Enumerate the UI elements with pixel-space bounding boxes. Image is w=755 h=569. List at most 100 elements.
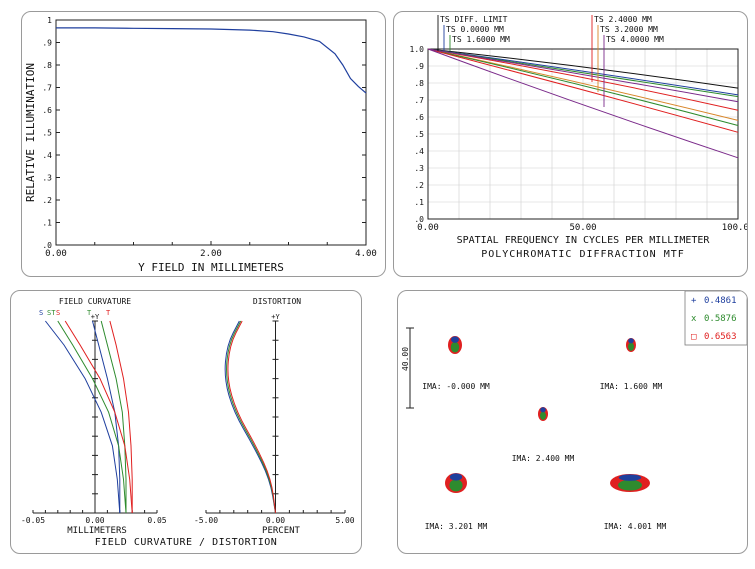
mtf-legend-label: TS 4.0000 MM bbox=[606, 35, 664, 44]
plot-frame bbox=[55, 19, 367, 246]
spot-4 bbox=[610, 474, 650, 492]
mtf-series-line bbox=[427, 48, 739, 89]
fc-series-line bbox=[64, 320, 133, 514]
y-tick-label: .3 bbox=[42, 174, 52, 183]
spot-blue-cap bbox=[628, 338, 634, 344]
mtf-series-line bbox=[427, 48, 739, 103]
relative-illumination-panel: .0 .1 .2 .3 .4 .5 .6 .7 .8 .9 1 0.00 2.00 4.00 Y FIELD… bbox=[21, 11, 386, 277]
spot-blue-cap bbox=[449, 473, 463, 481]
fc-series-line bbox=[100, 320, 127, 513]
dist-x-tick-label: 5.00 bbox=[335, 516, 354, 525]
spot-green-core bbox=[618, 479, 642, 491]
spot-0 bbox=[448, 336, 462, 354]
x-tick-label: 0.00 bbox=[417, 223, 439, 233]
fc-x-tick-label: 0.00 bbox=[85, 516, 104, 525]
y-tick-label: .2 bbox=[414, 181, 424, 190]
spot-label: IMA: -0.000 MM bbox=[422, 382, 490, 391]
dist-x-axis-label: PERCENT bbox=[262, 526, 301, 536]
spot-legend-box bbox=[684, 291, 747, 346]
fc-legend-letter: T bbox=[87, 309, 92, 317]
dist-x-tick-label: -5.00 bbox=[194, 516, 218, 525]
spot-diagram-panel: +0.4861 x 0.5876 □ 0.6563 40.00 IMA: -0.000 MM… bbox=[397, 290, 748, 554]
y-tick-label: .3 bbox=[414, 164, 424, 173]
spot-label: IMA: 3.201 MM bbox=[425, 522, 488, 531]
y-tick-label: .8 bbox=[414, 79, 424, 88]
y-axis-label: RELATIVE ILLUMINATION bbox=[24, 63, 37, 202]
fc-x-tick-label: -0.05 bbox=[21, 516, 45, 525]
mtf-legend-label: TS 2.4000 MM bbox=[594, 15, 652, 24]
mtf-legend-label: TS DIFF. LIMIT bbox=[440, 15, 508, 24]
spot-label: IMA: 1.600 MM bbox=[600, 382, 663, 391]
y-tick-label: .7 bbox=[414, 96, 424, 105]
mtf-panel: .0 .1 .2 .3 .4 .5 .6 .7 .8 .9 1.0 0.00 50.00 100.00 SP… bbox=[393, 11, 748, 277]
spot-label: IMA: 2.400 MM bbox=[512, 454, 575, 463]
spot-blue-cap bbox=[540, 407, 546, 413]
plot-frame bbox=[427, 48, 739, 220]
y-tick-label: .6 bbox=[42, 106, 52, 115]
mtf-series-line bbox=[427, 48, 739, 111]
fc-legend-letter: ST bbox=[47, 309, 56, 317]
spot-label: IMA: 4.001 MM bbox=[604, 522, 667, 531]
spot-legend-value: 0.6563 bbox=[704, 332, 737, 342]
x-tick-label: 0.00 bbox=[45, 249, 67, 259]
y-tick-label: .1 bbox=[414, 198, 424, 207]
mtf-series-line bbox=[427, 48, 739, 159]
relative-illumination-chart: .0 .1 .2 .3 .4 .5 .6 .7 .8 .9 1 0.00 2.00 4.00 Y FIELD… bbox=[24, 16, 377, 274]
mtf-series-line bbox=[427, 48, 739, 96]
y-tick-label: .0 bbox=[42, 241, 52, 250]
mtf-chart: .0 .1 .2 .3 .4 .5 .6 .7 .8 .9 1.0 0.00 50.00 100.00 SP… bbox=[410, 15, 747, 260]
mtf-series-line bbox=[427, 48, 739, 126]
fc-distortion-caption: FIELD CURVATURE / DISTORTION bbox=[95, 537, 278, 548]
x-axis-label: SPATIAL FREQUENCY IN CYCLES PER MILLIMET… bbox=[457, 235, 711, 246]
mtf-legend-label: TS 3.2000 MM bbox=[600, 25, 658, 34]
fc-series-line bbox=[57, 320, 127, 514]
x-tick-label: 4.00 bbox=[355, 249, 377, 259]
y-tick-label: .9 bbox=[42, 39, 52, 48]
spot-blue-cap bbox=[451, 336, 459, 343]
y-tick-label: .4 bbox=[42, 151, 52, 160]
spot-green-core bbox=[450, 341, 460, 353]
x-axis-label: Y FIELD IN MILLIMETERS bbox=[138, 261, 284, 274]
spot-1 bbox=[626, 338, 636, 352]
y-tick-label: 1 bbox=[47, 16, 52, 25]
y-tick-label: .0 bbox=[414, 215, 424, 224]
fc-legend-letter: T bbox=[106, 309, 111, 317]
fc-series-line bbox=[45, 320, 121, 514]
y-tick-label: 1.0 bbox=[410, 45, 425, 54]
spot-3 bbox=[445, 473, 467, 493]
spot-green-core bbox=[449, 479, 463, 492]
y-tick-label: .5 bbox=[42, 129, 52, 138]
y-tick-label: .2 bbox=[42, 196, 52, 205]
field-curvature-distortion-panel: FIELD CURVATURE DISTORTION S ST S T T +Y -0.05 0.… bbox=[10, 290, 362, 554]
dist-series-line bbox=[226, 320, 276, 514]
mtf-legend-label: TS 1.6000 MM bbox=[452, 35, 510, 44]
y-tick-label: .6 bbox=[414, 113, 424, 122]
spot-legend-symbol: + bbox=[691, 296, 697, 306]
y-tick-label: .1 bbox=[42, 219, 52, 228]
fc-series-line bbox=[109, 320, 133, 513]
mtf-series-line bbox=[427, 48, 739, 133]
spot-legend-value: 0.5876 bbox=[704, 314, 737, 324]
mtf-legend-label: TS 0.0000 MM bbox=[446, 25, 504, 34]
dist-series-line bbox=[224, 320, 276, 514]
y-tick-label: .5 bbox=[414, 130, 424, 139]
y-tick-label: .4 bbox=[414, 147, 424, 156]
x-tick-label: 50.00 bbox=[569, 223, 596, 233]
spot-legend-symbol: x bbox=[691, 314, 697, 324]
y-tick-label: .9 bbox=[414, 62, 424, 71]
x-tick-label: 100.00 bbox=[722, 223, 747, 233]
dist-axis-marker: +Y bbox=[271, 313, 280, 321]
dist-x-tick-label: 0.00 bbox=[266, 516, 285, 525]
y-tick-label: .7 bbox=[42, 84, 52, 93]
dist-series-line bbox=[227, 320, 276, 514]
fc-legend-letter: S bbox=[56, 309, 60, 317]
spot-blue-cap bbox=[618, 474, 642, 481]
spot-green-core bbox=[628, 342, 634, 351]
chart-title: POLYCHROMATIC DIFFRACTION MTF bbox=[481, 249, 685, 260]
y-tick-label: .8 bbox=[42, 61, 52, 70]
spot-legend-value: 0.4861 bbox=[704, 296, 737, 306]
fc-axis-marker: +Y bbox=[91, 313, 100, 321]
scale-bar-label: 40.00 bbox=[401, 347, 410, 371]
illumination-line bbox=[56, 27, 367, 94]
